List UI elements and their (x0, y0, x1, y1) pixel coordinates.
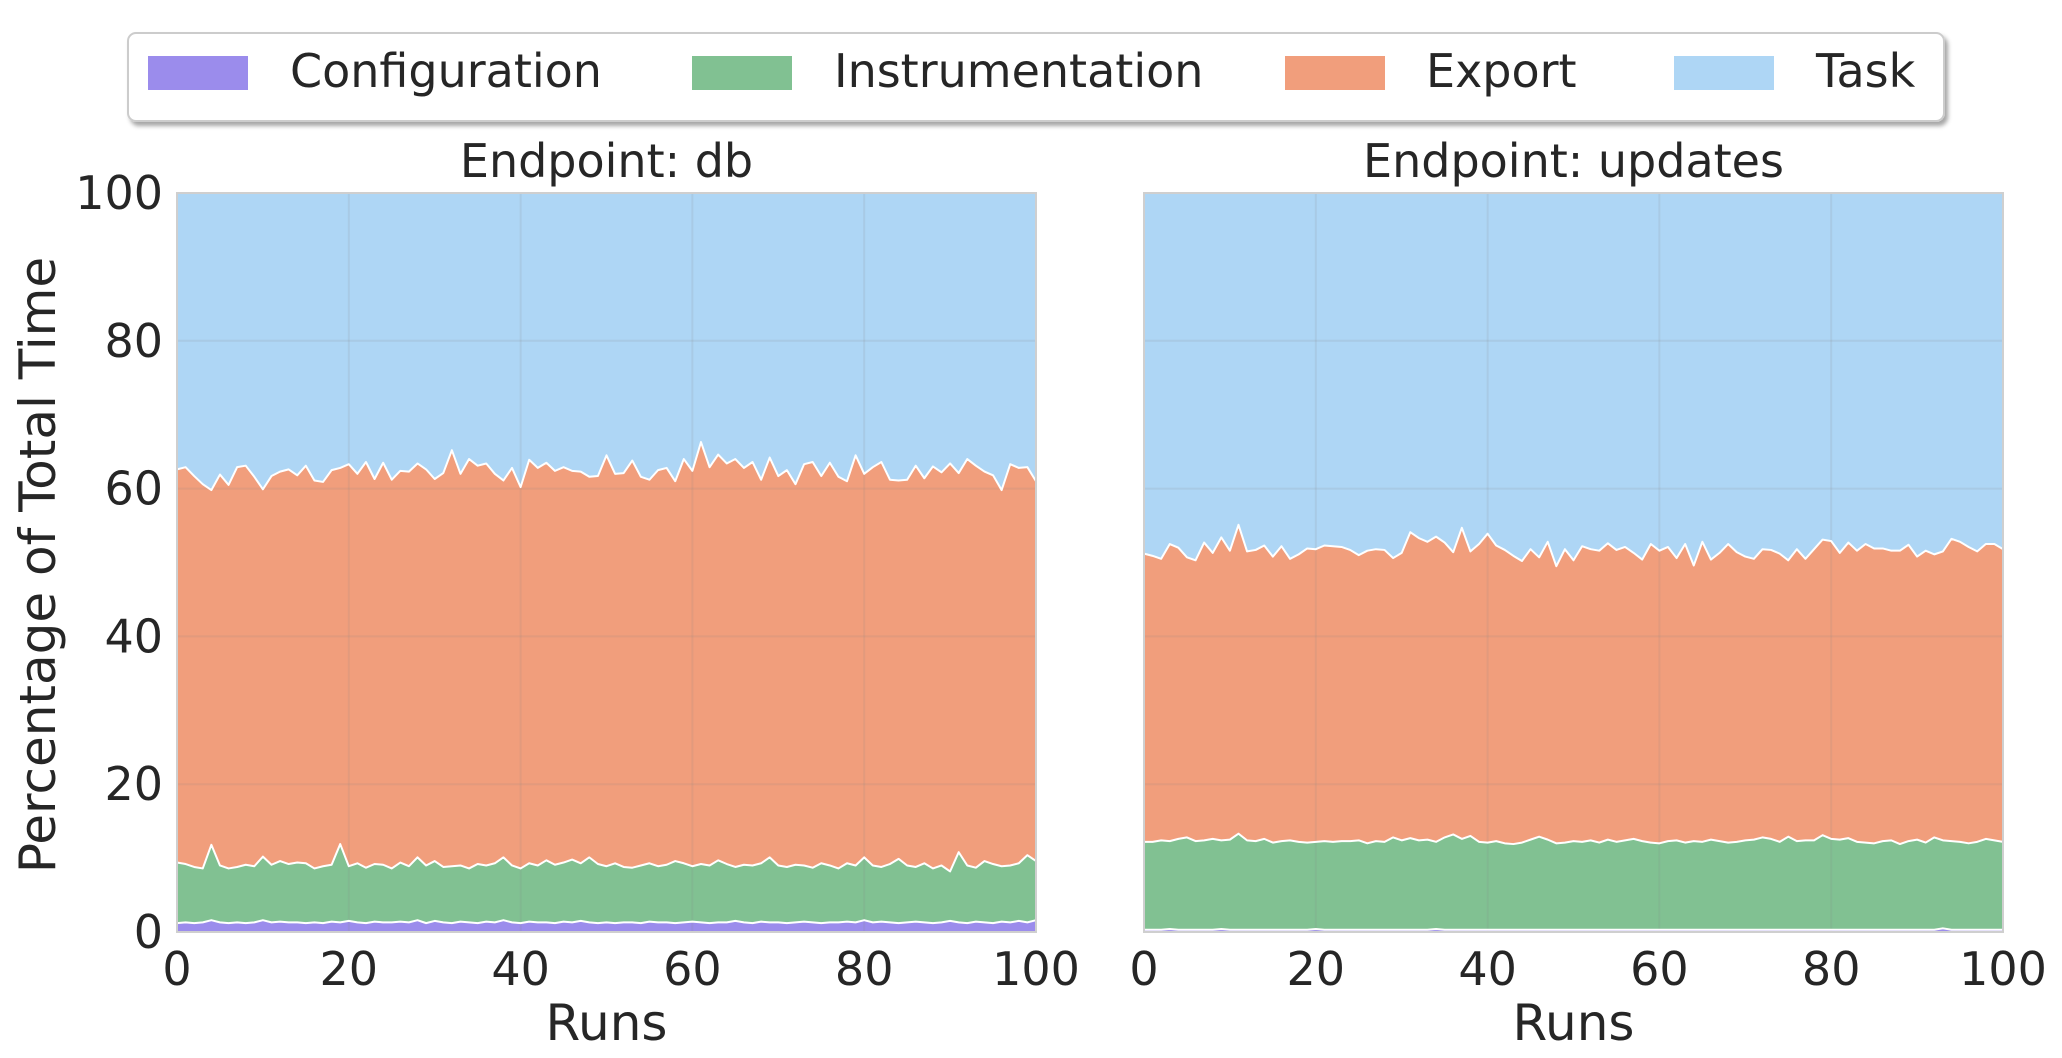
area-task (1144, 193, 2003, 567)
x-tick-label: 80 (1802, 942, 1861, 996)
legend-label-export: Export (1426, 44, 1577, 98)
x-axis-label: Runs (546, 994, 668, 1052)
axes-frame (1143, 192, 2004, 933)
boundary-export (176, 441, 1037, 492)
y-tick-label: 0 (134, 905, 163, 959)
area-task (177, 193, 1036, 491)
x-tick-label: 100 (1959, 942, 2047, 996)
legend-item-instrumentation: Instrumentation (692, 44, 1203, 98)
panel-title: Endpoint: updates (1363, 134, 1784, 188)
boundary-instrumentation (1144, 832, 2004, 846)
x-axis-label: Runs (1513, 994, 1635, 1052)
panel-endpoint-db: Endpoint: db 0 20 40 60 80 100 Runs 0 20 40 60 80 100 (75, 134, 1080, 1052)
x-tick-label: 60 (663, 942, 722, 996)
x-tick-label: 80 (835, 942, 894, 996)
legend-swatch-configuration (148, 56, 248, 90)
y-tick-label: 100 (75, 166, 163, 220)
y-axis-label: Percentage of Total Time (9, 257, 67, 873)
legend-item-configuration: Configuration (148, 44, 602, 98)
y-tick-label: 40 (104, 609, 163, 663)
panel-endpoint-updates: Endpoint: updates 0 20 40 60 80 100 Runs (1129, 134, 2047, 1052)
boundary-configuration (176, 919, 1037, 925)
area-export (177, 442, 1036, 872)
legend-swatch-export (1285, 56, 1385, 90)
legend-item-export: Export (1285, 44, 1577, 98)
boundary-instrumentation (176, 843, 1037, 873)
legend-label-instrumentation: Instrumentation (834, 44, 1203, 98)
x-tick-label: 60 (1630, 942, 1689, 996)
legend-label-task: Task (1815, 44, 1916, 98)
x-tick-label: 40 (1458, 942, 1517, 996)
legend-label-configuration: Configuration (290, 44, 602, 98)
y-tick-label: 20 (104, 757, 163, 811)
x-tick-label: 40 (491, 942, 550, 996)
legend: Configuration Instrumentation Export Tas… (127, 32, 1945, 122)
boundary-configuration (1144, 927, 2003, 931)
x-tick-label: 20 (1287, 942, 1346, 996)
axes-frame (176, 192, 1037, 933)
panel-title: Endpoint: db (460, 134, 753, 188)
legend-frame (127, 32, 1945, 122)
legend-item-task: Task (1674, 44, 1916, 98)
legend-swatch-instrumentation (692, 56, 792, 90)
y-tick-label: 60 (104, 462, 163, 516)
boundary-export (1143, 523, 2004, 568)
x-tick-label: 0 (162, 942, 191, 996)
area-instrumentation (1144, 833, 2003, 930)
legend-swatch-task (1674, 56, 1774, 90)
x-tick-label: 100 (992, 942, 1080, 996)
y-tick-label: 80 (104, 314, 163, 368)
area-export (1144, 524, 2003, 845)
x-tick-label: 20 (320, 942, 379, 996)
x-tick-label: 0 (1129, 942, 1158, 996)
